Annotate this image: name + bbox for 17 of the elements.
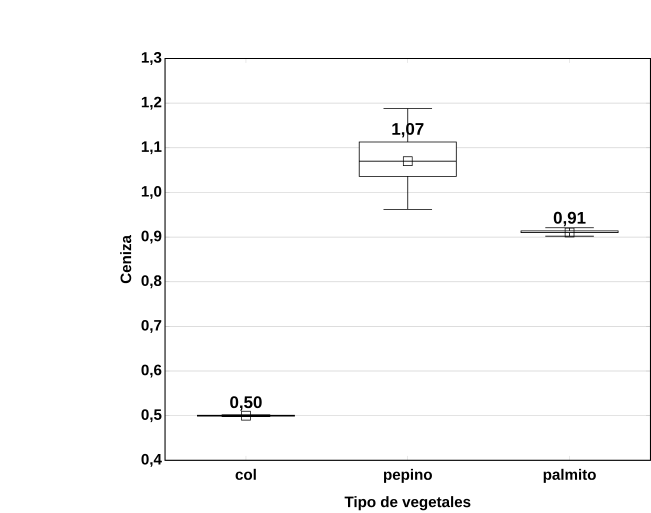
y-tick-label: 0,8 (141, 275, 162, 288)
y-tick-label: 0,6 (141, 364, 162, 378)
y-tick-label: 0,9 (141, 230, 162, 244)
y-axis-title: Ceniza (120, 234, 132, 284)
x-tick-label: col (236, 468, 256, 480)
y-tick-label: 1,0 (142, 186, 162, 199)
x-axis-title: Tipo de vegetales (344, 496, 470, 510)
x-tick-label: palmito (544, 468, 596, 483)
annotation: 0,91 (554, 212, 586, 226)
y-tick-label: 0,7 (141, 320, 162, 333)
x-tick-label: pepino (384, 468, 432, 483)
y-tick-label: 0,5 (141, 409, 162, 422)
y-tick-label: 0,4 (141, 454, 162, 467)
annotation: 0,50 (230, 396, 262, 410)
y-tick-label: 1,1 (142, 141, 162, 154)
y-tick-label: 1,3 (142, 52, 162, 65)
y-tick-label: 1,2 (142, 96, 162, 110)
